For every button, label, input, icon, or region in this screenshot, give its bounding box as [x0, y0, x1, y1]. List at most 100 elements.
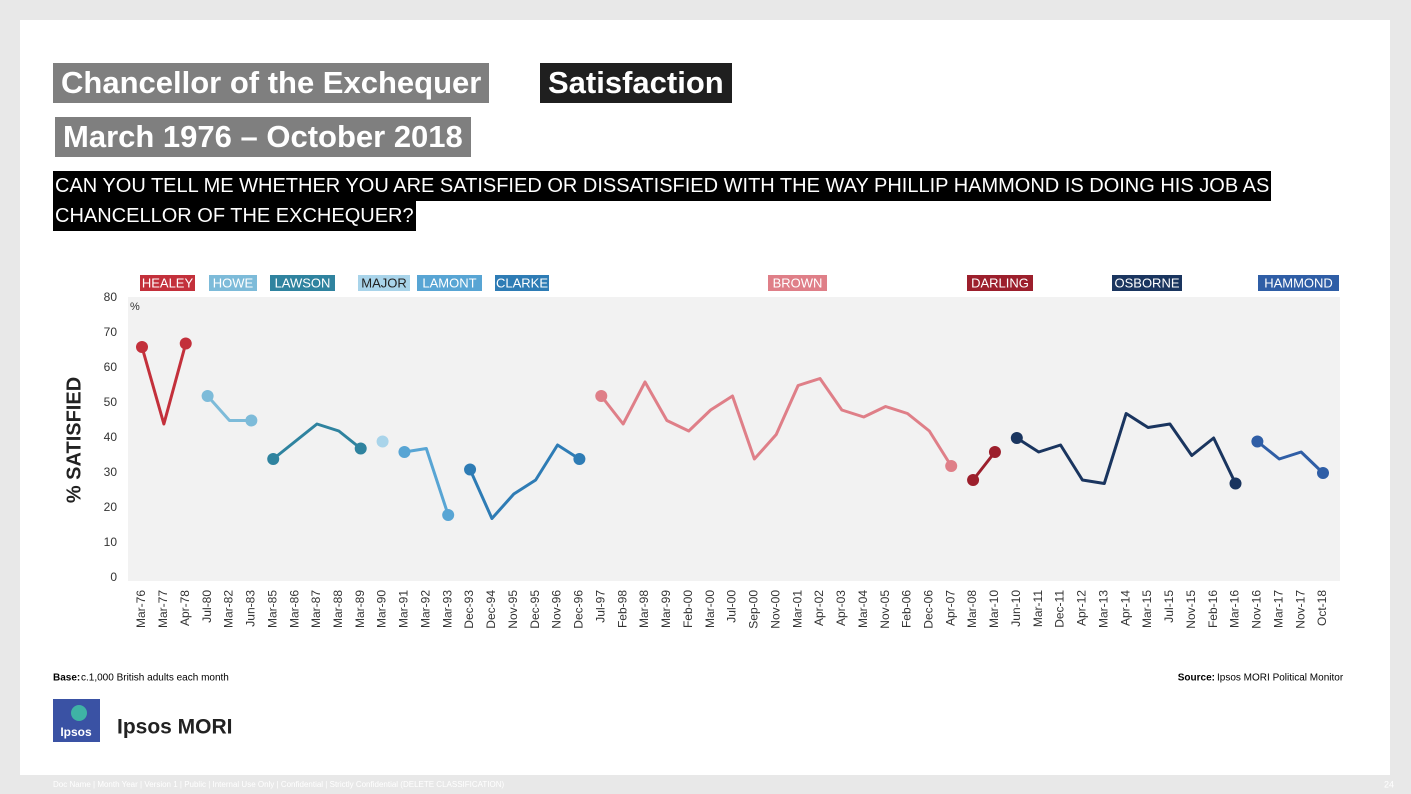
end-marker [573, 453, 586, 465]
x-tick-label: Oct-18 [1315, 590, 1329, 626]
x-tick-label: Jun-83 [244, 590, 258, 627]
x-tick-label: Mar-87 [309, 590, 323, 628]
x-tick-label: Feb-98 [615, 590, 629, 628]
x-tick-label: Mar-04 [856, 590, 870, 628]
legend-box [358, 275, 410, 291]
x-tick-label: Mar-00 [703, 590, 717, 628]
x-tick-label: Nov-05 [878, 590, 892, 629]
x-tick-label: Nov-15 [1184, 590, 1198, 629]
page-number: 24 [1384, 779, 1394, 789]
x-tick-label: Mar-16 [1228, 590, 1242, 628]
y-tick-label: 30 [104, 465, 118, 479]
x-tick-label: Apr-12 [1075, 590, 1089, 626]
x-tick-label: Mar-01 [790, 590, 804, 628]
legend-label: BROWN [773, 275, 823, 290]
legend-box [495, 275, 549, 291]
end-marker [595, 390, 608, 402]
x-tick-label: Dec-93 [462, 590, 476, 629]
y-tick-label: 20 [104, 500, 118, 514]
x-tick-label: Mar-98 [637, 590, 651, 628]
x-tick-label: Nov-00 [768, 590, 782, 629]
legend-box [140, 275, 195, 291]
legend-box [1112, 275, 1182, 291]
x-tick-label: Nov-95 [506, 590, 520, 629]
x-tick-label: Mar-89 [353, 590, 367, 628]
y-tick-label: 40 [104, 430, 118, 444]
series-line [468, 443, 581, 520]
end-marker [245, 414, 258, 427]
x-tick-label: Mar-82 [222, 590, 236, 628]
legend-label: CLARKE [496, 275, 548, 290]
end-marker [1317, 467, 1329, 479]
y-unit: % [130, 301, 140, 313]
x-tick-label: Mar-91 [397, 590, 411, 628]
series-line [140, 343, 188, 426]
end-marker [136, 341, 148, 353]
legend-box [209, 275, 257, 291]
x-tick-label: Jul-15 [1162, 590, 1176, 623]
x-tick-label: Jul-97 [593, 590, 607, 623]
doc-info: Doc Name | Month Year | Version 1 | Publ… [53, 780, 505, 789]
x-tick-label: Mar-17 [1271, 590, 1285, 628]
x-tick-label: Mar-08 [965, 590, 979, 628]
x-tick-label: Nov-16 [1250, 590, 1264, 629]
title: Chancellor of the Exchequer [53, 63, 490, 103]
x-tick-label: Mar-85 [265, 590, 279, 628]
end-marker [967, 474, 980, 486]
base-label: Base: [53, 673, 80, 684]
end-marker [179, 337, 192, 350]
x-tick-label: Dec-94 [484, 590, 498, 629]
x-tick-label: Mar-77 [156, 590, 170, 628]
x-tick-label: Mar-99 [659, 590, 673, 628]
end-marker [1251, 435, 1264, 448]
x-tick-label: Dec-06 [922, 590, 936, 629]
x-tick-label: Dec-96 [572, 590, 586, 629]
y-tick-label: 10 [104, 535, 118, 549]
legend-box [417, 275, 482, 291]
end-marker [267, 453, 280, 465]
title-tag: Satisfaction [540, 63, 732, 103]
plot-area [128, 297, 1340, 581]
x-tick-label: Feb-00 [681, 590, 695, 628]
x-tick-label: Apr-07 [943, 590, 957, 626]
legend-box [967, 275, 1033, 291]
legend-box [768, 275, 827, 291]
x-tick-label: Mar-88 [331, 590, 345, 628]
x-tick-label: Mar-76 [134, 590, 148, 628]
x-tick-label: Sep-00 [747, 590, 761, 629]
series-line [404, 447, 450, 516]
x-tick-label: Dec-95 [528, 590, 542, 629]
subtitle: March 1976 – October 2018 [55, 117, 471, 157]
series-line [1016, 412, 1237, 485]
x-tick-label: Mar-92 [418, 590, 432, 628]
end-marker [1229, 477, 1242, 490]
source-label: Source: [1178, 673, 1215, 684]
y-tick-label: 0 [110, 570, 117, 584]
brand: Ipsos MORI [117, 716, 233, 739]
end-marker [376, 435, 389, 448]
x-tick-label: Mar-86 [287, 590, 301, 628]
legend-label: OSBORNE [1114, 275, 1179, 290]
x-tick-label: Nov-96 [550, 590, 564, 629]
question-line: CHANCELLOR OF THE EXCHEQUER? [53, 201, 416, 231]
y-axis-label: % SATISFIED [63, 377, 85, 503]
x-tick-label: Mar-13 [1096, 590, 1110, 628]
series-line [600, 377, 953, 467]
legend-box [270, 275, 335, 291]
x-tick-label: Dec-11 [1053, 590, 1067, 628]
x-tick-label: Mar-15 [1140, 590, 1154, 628]
end-marker [1010, 432, 1023, 444]
series-line [272, 422, 362, 461]
y-tick-label: 70 [104, 325, 118, 339]
end-marker [442, 509, 455, 521]
x-tick-label: Jul-00 [725, 590, 739, 623]
end-marker [201, 390, 214, 402]
x-tick-label: Jun-10 [1009, 590, 1023, 627]
end-marker [988, 446, 1001, 458]
legend-label: HAMMOND [1264, 275, 1333, 290]
legend-box [1258, 275, 1339, 291]
x-tick-label: Nov-17 [1293, 590, 1307, 629]
x-tick-label: Apr-03 [834, 590, 848, 626]
question-line: CAN YOU TELL ME WHETHER YOU ARE SATISFIE… [53, 171, 1272, 201]
